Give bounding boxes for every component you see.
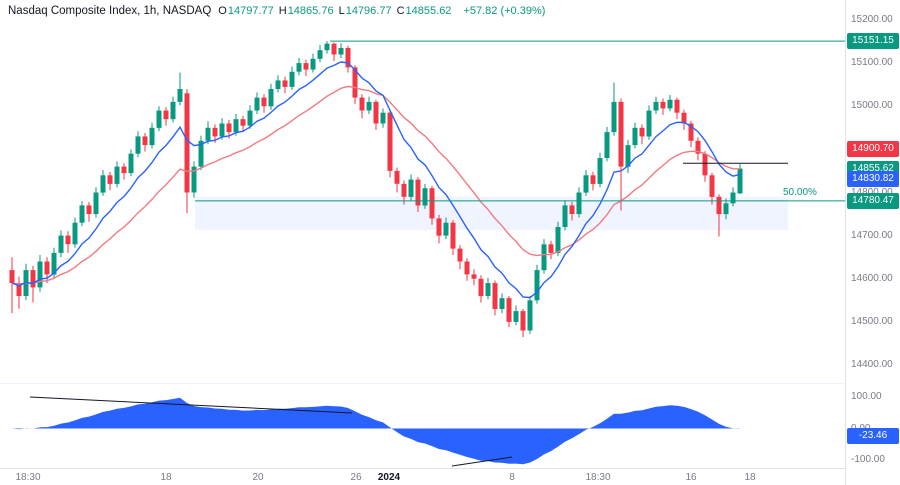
- price-tick-label: 14500.00: [851, 315, 893, 327]
- indicator-tick-label: -100.00: [851, 454, 885, 465]
- time-axis-label: 18:30: [585, 472, 611, 483]
- time-axis-label: 18: [160, 472, 172, 483]
- ohlc-values: O14797.77 H14865.76 L14796.77 C14855.62: [218, 5, 456, 17]
- time-axis-label: 20: [252, 472, 264, 483]
- price-label-14780.47: 14780.47: [847, 192, 899, 209]
- price-change: +57.82 (+0.39%): [463, 5, 546, 17]
- ohlc-field-C: C14855.62: [396, 5, 452, 17]
- time-axis-label: 2024: [377, 472, 401, 483]
- price-tick-label: 15100.00: [851, 57, 893, 69]
- price-tick-label: 14400.00: [851, 359, 893, 370]
- ohlc-field-O: O14797.77: [218, 5, 274, 17]
- price-tick-label: 15200.00: [851, 14, 893, 25]
- price-label-15151.15: 15151.15: [847, 33, 899, 50]
- price-tick-label: 14700.00: [851, 229, 893, 241]
- price-scale[interactable]: 15200.0015100.0015000.0014900.0014800.00…: [845, 0, 900, 485]
- oscillator-trendline: [29, 396, 353, 414]
- time-axis-label: 16: [685, 472, 697, 483]
- oscillator-value-label: -23.46: [847, 427, 899, 444]
- chart-pane[interactable]: [0, 0, 845, 468]
- time-axis-label: 18:30: [15, 472, 41, 483]
- ma-fast-line: [11, 61, 741, 299]
- price-label-14900.70: 14900.70: [847, 141, 899, 158]
- time-scale[interactable]: 18:30 18 20 26 2024 8 18:30 16 18: [0, 468, 845, 485]
- time-axis-label: 18: [744, 472, 756, 483]
- symbol-legend[interactable]: Nasdaq Composite Index, 1h, NASDAQ O1479…: [8, 5, 545, 17]
- oscillator-trendline: [451, 456, 513, 467]
- ohlc-field-L: L14796.77: [338, 5, 392, 17]
- symbol-title: Nasdaq Composite Index, 1h, NASDAQ: [8, 5, 212, 17]
- oscillator-area: [12, 397, 740, 465]
- time-axis-label: 26: [350, 472, 362, 483]
- time-axis-label: 8: [509, 472, 515, 483]
- price-label-14830.82: 14830.82: [847, 171, 899, 188]
- pane-separator[interactable]: [0, 383, 845, 384]
- ohlc-field-H: H14865.76: [278, 5, 334, 17]
- candlestick-series: [9, 41, 743, 337]
- ma-slow-line: [11, 85, 740, 285]
- indicator-tick-label: 100.00: [851, 391, 882, 402]
- fib-50-label[interactable]: 50.00%: [783, 186, 817, 198]
- price-tick-label: 14800.00: [851, 187, 893, 199]
- price-tick-label: 15000.00: [851, 100, 893, 112]
- price-tick-label: 14600.00: [851, 272, 893, 284]
